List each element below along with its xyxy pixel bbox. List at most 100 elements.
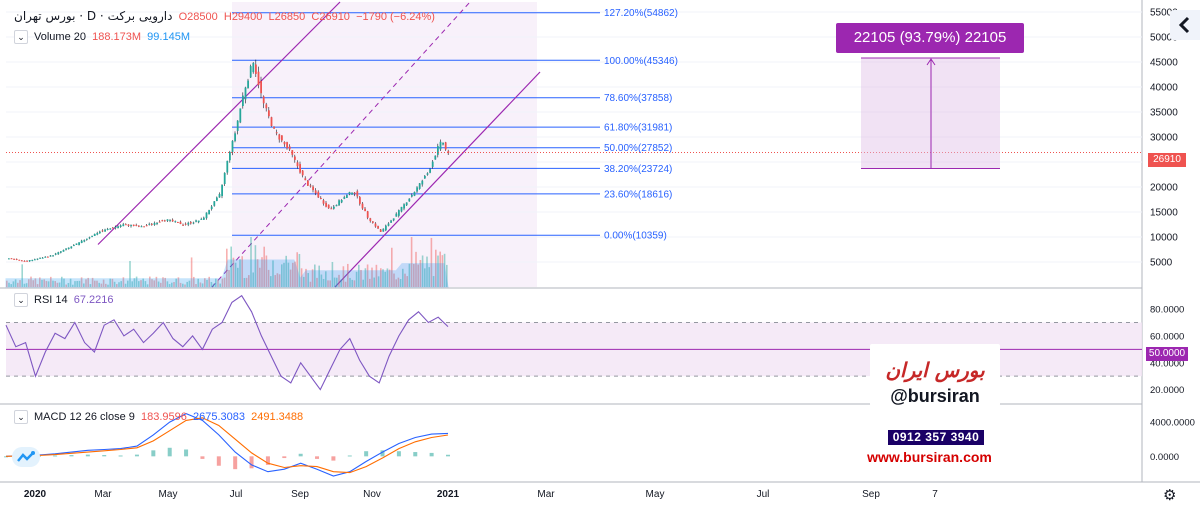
volume-bar bbox=[333, 277, 336, 287]
candle-body bbox=[309, 185, 312, 187]
volume-bar bbox=[144, 281, 147, 287]
macd-line bbox=[5, 412, 449, 477]
volume-bar bbox=[199, 282, 202, 287]
candle-body bbox=[424, 175, 426, 179]
candle-body bbox=[400, 206, 403, 212]
volume-legend[interactable]: Volume 20 188.173M 99.145M bbox=[34, 31, 190, 43]
candle-body bbox=[177, 221, 179, 223]
price-range-label[interactable]: 22105 (93.79%) 22105 bbox=[836, 23, 1024, 53]
macd-collapse-icon[interactable]: ⌄ bbox=[14, 410, 28, 424]
volume-bar bbox=[386, 268, 389, 287]
macd-histogram-bar bbox=[167, 447, 172, 457]
volume-bar bbox=[243, 277, 246, 287]
rsi-tick-label: 80.0000 bbox=[1150, 305, 1184, 316]
candle-body bbox=[366, 211, 369, 218]
candle-body bbox=[361, 203, 364, 209]
candle-body bbox=[379, 229, 382, 232]
volume-bar bbox=[54, 281, 56, 287]
volume-bar bbox=[298, 253, 301, 287]
tradingview-logo-icon[interactable] bbox=[12, 447, 40, 467]
candle-body bbox=[218, 194, 221, 198]
volume-bar bbox=[331, 261, 334, 287]
volume-bar bbox=[36, 284, 39, 287]
fib-level-label: 23.60%(18616) bbox=[604, 189, 672, 200]
volume-bar bbox=[188, 280, 191, 287]
volume-bar bbox=[120, 281, 122, 287]
symbol-legend[interactable]: بورس تهران · D · دارویی برکت O28500 H294… bbox=[14, 9, 435, 23]
chevron-left-icon[interactable] bbox=[1170, 10, 1200, 40]
volume-bar bbox=[195, 284, 197, 287]
candle-body bbox=[382, 228, 385, 232]
candle-body bbox=[21, 260, 23, 262]
macd-pane[interactable] bbox=[4, 412, 450, 477]
candle-body bbox=[28, 260, 31, 262]
axes[interactable]: 5000100001500020000250003000035000400004… bbox=[24, 8, 1195, 501]
candle-body bbox=[444, 142, 447, 150]
rsi-tick-label: 60.0000 bbox=[1150, 331, 1184, 342]
candle-body bbox=[114, 226, 117, 229]
time-tick-label: May bbox=[646, 489, 665, 500]
candle-body bbox=[104, 229, 106, 232]
rsi-legend[interactable]: RSI 14 67.2216 bbox=[34, 294, 114, 306]
high-value: H29400 bbox=[223, 11, 263, 23]
volume-bar bbox=[283, 262, 285, 287]
collapse-toggle-icon[interactable]: ⌄ bbox=[14, 30, 28, 44]
candle-body bbox=[335, 204, 338, 207]
candle-body bbox=[229, 152, 231, 161]
candle-body bbox=[127, 224, 130, 226]
volume-bar bbox=[428, 267, 430, 287]
volume-bar bbox=[133, 278, 136, 287]
volume-bar bbox=[58, 282, 61, 287]
time-tick-label: Sep bbox=[291, 489, 309, 500]
low-value: L26850 bbox=[268, 11, 306, 23]
volume-bar bbox=[179, 282, 182, 287]
macd-histogram-bar bbox=[429, 452, 434, 457]
price-tick-label: 10000 bbox=[1150, 233, 1178, 244]
volume-bar bbox=[272, 260, 274, 287]
channel-median-line bbox=[211, 1, 471, 288]
volume-bar bbox=[149, 276, 151, 287]
macd-histogram-bar bbox=[184, 449, 189, 457]
settings-gear-icon[interactable]: ⚙ bbox=[1163, 487, 1177, 504]
main-price-pane[interactable]: 127.20%(54862) 100.00%(45346) 78.60%(37858… bbox=[5, 1, 1142, 288]
price-tick-label: 55000 bbox=[1150, 8, 1178, 19]
time-tick-label: May bbox=[159, 489, 178, 500]
candle-body bbox=[47, 256, 49, 258]
volume-bar bbox=[404, 273, 406, 287]
candle-body bbox=[314, 190, 317, 194]
candle-body bbox=[135, 224, 138, 226]
macd-signal-value: 2491.3488 bbox=[251, 411, 304, 423]
candle-body bbox=[109, 228, 112, 230]
volume-bar bbox=[162, 277, 164, 287]
macd-hist-value: 183.9596 bbox=[141, 411, 187, 423]
candle-body bbox=[93, 233, 96, 236]
side-panel-tab[interactable] bbox=[1170, 10, 1200, 40]
volume-bar bbox=[25, 283, 28, 287]
volume-bar bbox=[131, 281, 133, 287]
candle-body bbox=[31, 259, 34, 261]
volume-bar bbox=[380, 268, 382, 287]
candle-body bbox=[67, 247, 70, 250]
volume-bar bbox=[80, 277, 83, 287]
symbol-title[interactable]: بورس تهران · D · دارویی برکت bbox=[14, 9, 173, 23]
volume-bar bbox=[292, 262, 294, 287]
volume-bar bbox=[32, 280, 34, 287]
candle-body bbox=[317, 191, 320, 198]
watermark-handle: @bursiran bbox=[890, 386, 980, 406]
volume-bar bbox=[307, 273, 309, 287]
volume-bar bbox=[226, 248, 228, 287]
volume-bar bbox=[439, 251, 441, 287]
macd-legend[interactable]: MACD 12 26 close 9 183.9596 2675.3083 24… bbox=[34, 411, 303, 423]
candle-body bbox=[41, 257, 44, 259]
volume-bar bbox=[289, 269, 292, 287]
volume-bar bbox=[355, 271, 358, 287]
rsi-collapse-icon[interactable]: ⌄ bbox=[14, 293, 28, 307]
candle-body bbox=[387, 223, 390, 226]
volume-bar bbox=[443, 253, 446, 287]
candle-body bbox=[88, 237, 91, 239]
volume-bar bbox=[219, 283, 221, 287]
candle-body bbox=[210, 206, 213, 210]
volume-bar bbox=[320, 274, 323, 287]
volume-bar bbox=[241, 256, 243, 287]
